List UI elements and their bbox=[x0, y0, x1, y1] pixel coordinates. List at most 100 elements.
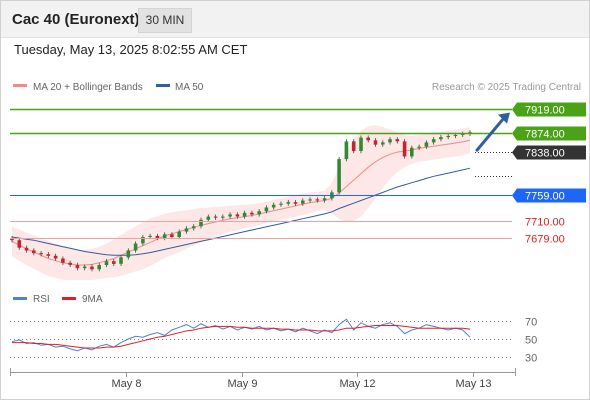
candle-body bbox=[322, 198, 327, 201]
rsi-tick-label: 50 bbox=[525, 335, 537, 347]
candle-body bbox=[417, 146, 421, 148]
rsi-ma-line bbox=[12, 325, 471, 349]
candle-body bbox=[184, 228, 189, 232]
rsi-legend-label: RSI bbox=[33, 294, 50, 305]
candle-body bbox=[199, 219, 203, 227]
pivot-price-label: 7759.00 bbox=[525, 191, 565, 203]
current-price-label: 7838.00 bbox=[525, 148, 565, 160]
candle-body bbox=[235, 214, 240, 217]
candle-body bbox=[286, 202, 291, 204]
support-price-label: 7679.00 bbox=[525, 234, 565, 246]
candle-body bbox=[315, 199, 320, 201]
candle-body bbox=[75, 265, 80, 269]
candle-body bbox=[293, 202, 298, 204]
candle-body bbox=[61, 258, 65, 263]
timeframe-button[interactable]: 30 MIN bbox=[138, 8, 192, 33]
candle-body bbox=[410, 147, 414, 157]
candle-body bbox=[359, 137, 363, 151]
price-levels: 7919.00 7874.00 7838.00 7759.00 7710.00 7679.… bbox=[10, 102, 586, 246]
ma50-line bbox=[11, 167, 471, 256]
rsi-panel: 70 50 30 bbox=[10, 317, 537, 365]
candle-body bbox=[133, 243, 138, 251]
projection-arrow-shaft bbox=[475, 114, 508, 152]
candle-body bbox=[308, 199, 312, 201]
candle-body bbox=[24, 247, 29, 251]
resistance-price-tag bbox=[512, 102, 586, 117]
rsi-tick-label: 70 bbox=[525, 317, 537, 329]
support-price-label: 7710.00 bbox=[525, 217, 565, 229]
candle-body bbox=[17, 240, 22, 248]
resistance-price-label: 7874.00 bbox=[525, 129, 565, 141]
candle-body bbox=[119, 257, 123, 264]
chart-header: Cac 40 (Euronext) 30 MIN bbox=[1, 1, 589, 38]
candle-body bbox=[373, 140, 378, 145]
ma20-line bbox=[11, 139, 471, 266]
candle-body bbox=[39, 253, 43, 255]
pivot-price-tag bbox=[512, 188, 586, 203]
rsi-tick-label: 30 bbox=[525, 353, 537, 365]
candle-body bbox=[453, 134, 458, 136]
price-layer bbox=[10, 125, 472, 280]
candle-body bbox=[395, 139, 400, 142]
candle-body bbox=[366, 137, 370, 141]
ma50-legend-label: MA 50 bbox=[175, 82, 204, 93]
candle-body bbox=[264, 207, 269, 212]
candle-body bbox=[431, 139, 436, 143]
instrument-title: Cac 40 (Euronext) bbox=[12, 11, 140, 28]
resistance-price-label: 7919.00 bbox=[525, 105, 565, 117]
bollinger-band bbox=[12, 125, 470, 280]
time-tick-label: May 8 bbox=[112, 378, 142, 390]
candle-body bbox=[104, 261, 109, 265]
candle-body bbox=[351, 141, 356, 152]
candle-body bbox=[162, 234, 167, 239]
rsi-ma-legend-swatch bbox=[62, 297, 76, 300]
candle-body bbox=[170, 234, 174, 237]
candle-body bbox=[97, 265, 101, 270]
candle-body bbox=[402, 141, 407, 157]
candle-body bbox=[206, 216, 211, 220]
candle-body bbox=[213, 216, 218, 218]
candle-body bbox=[257, 211, 261, 215]
candle-body bbox=[337, 159, 341, 193]
candle-body bbox=[279, 203, 283, 205]
candle-body bbox=[177, 231, 181, 237]
current-price-tag bbox=[512, 145, 586, 160]
rsi-ma-legend-label: 9MA bbox=[82, 294, 103, 305]
candle-body bbox=[344, 141, 349, 160]
candle-body bbox=[228, 214, 232, 217]
ma20-legend-swatch bbox=[13, 84, 27, 87]
candle-body bbox=[32, 250, 36, 254]
candle-body bbox=[46, 254, 51, 256]
candle-body bbox=[439, 137, 443, 140]
resistance-price-tag bbox=[512, 126, 586, 141]
time-tick-label: May 13 bbox=[455, 378, 491, 390]
candle-body bbox=[446, 136, 450, 138]
candle-body bbox=[82, 266, 87, 269]
candle-body bbox=[388, 139, 392, 143]
time-tick-label: May 9 bbox=[228, 378, 258, 390]
candle-body bbox=[68, 262, 72, 265]
candle-body bbox=[242, 212, 247, 217]
time-axis: May 8 May 9 May 12 May 13 bbox=[10, 368, 516, 390]
timestamp: Tuesday, May 13, 2025 8:02:55 AM CET bbox=[14, 42, 248, 57]
ma50-legend-swatch bbox=[156, 84, 170, 87]
candle-body bbox=[53, 255, 58, 259]
projection-arrow-head bbox=[498, 112, 510, 124]
rsi-line bbox=[11, 318, 471, 352]
candle-body bbox=[141, 237, 145, 244]
time-tick-label: May 12 bbox=[339, 378, 375, 390]
candle-body bbox=[10, 238, 14, 241]
candle-body bbox=[148, 235, 152, 237]
candle-body bbox=[221, 216, 225, 218]
candle-body bbox=[112, 261, 116, 264]
candle-body bbox=[271, 204, 276, 208]
rsi-legend-swatch bbox=[13, 297, 27, 300]
candle-body bbox=[126, 250, 131, 258]
candle-body bbox=[90, 266, 94, 270]
candle-body bbox=[424, 142, 429, 147]
ma20-legend-label: MA 20 + Bollinger Bands bbox=[33, 82, 143, 93]
copyright-text: Research © 2025 Trading Central bbox=[432, 82, 581, 93]
candle-body bbox=[301, 200, 305, 204]
